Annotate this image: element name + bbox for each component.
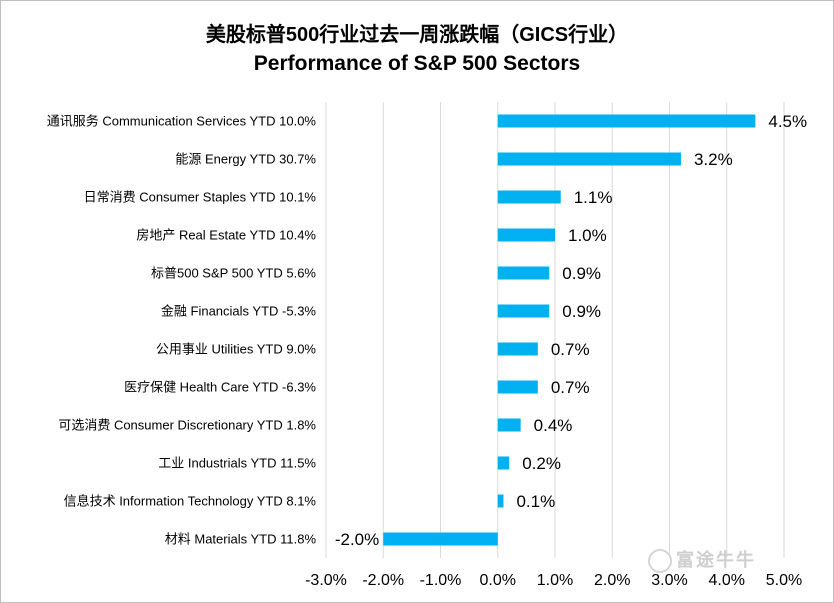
x-tick-label: -1.0% (420, 572, 462, 589)
data-label: -2.0% (335, 530, 379, 549)
x-tick-label: 1.0% (537, 572, 573, 589)
x-tick-label: -2.0% (362, 572, 404, 589)
bar (497, 494, 504, 508)
data-label: 0.7% (551, 378, 590, 397)
x-tick-label: 4.0% (709, 572, 745, 589)
category-label: 能源 Energy YTD 30.7% (175, 152, 316, 167)
bar (497, 114, 756, 128)
category-label: 日常消费 Consumer Staples YTD 10.1% (84, 190, 317, 205)
bar (497, 190, 561, 204)
category-label: 公用事业 Utilities YTD 9.0% (156, 342, 317, 357)
x-tick-label: 0.0% (480, 572, 516, 589)
futu-logo-icon (648, 549, 672, 574)
bar (497, 228, 555, 242)
chart-subtitle: Performance of S&P 500 Sectors (253, 52, 581, 75)
bar (497, 380, 538, 394)
chart-title: 美股标普500行业过去一周涨跌幅（GICS行业） (205, 24, 629, 46)
bar (497, 304, 550, 318)
category-label: 金融 Financials YTD -5.3% (161, 304, 317, 319)
data-label: 0.9% (562, 302, 601, 321)
data-label: 0.7% (551, 340, 590, 359)
category-label: 信息技术 Information Technology YTD 8.1% (64, 494, 317, 509)
category-label: 可选消费 Consumer Discretionary YTD 1.8% (58, 418, 316, 433)
category-label: 医疗保健 Health Care YTD -6.3% (124, 380, 316, 395)
data-label: 4.5% (768, 112, 807, 131)
bar (383, 532, 498, 546)
bar (497, 266, 550, 280)
category-label: 材料 Materials YTD 11.8% (165, 532, 317, 547)
category-label: 工业 Industrials YTD 11.5% (158, 456, 316, 471)
data-label: 1.1% (574, 188, 613, 207)
category-label: 房地产 Real Estate YTD 10.4% (136, 228, 316, 243)
data-label: 0.1% (516, 492, 555, 511)
category-label: 标普500 S&P 500 YTD 5.6% (151, 266, 316, 281)
x-tick-label: 5.0% (766, 572, 802, 589)
watermark: 富途牛牛 (648, 546, 756, 574)
bar (497, 418, 521, 432)
x-tick-label: 3.0% (651, 572, 687, 589)
data-label: 0.9% (562, 264, 601, 283)
watermark-text: 富途牛牛 (676, 550, 756, 570)
x-tick-label: -3.0% (305, 572, 347, 589)
x-tick-label: 2.0% (594, 572, 630, 589)
bar (497, 456, 510, 470)
data-label: 1.0% (568, 226, 607, 245)
data-label: 3.2% (694, 150, 733, 169)
data-label: 0.2% (522, 454, 561, 473)
bar (497, 152, 681, 166)
data-label: 0.4% (534, 416, 573, 435)
bar (497, 342, 538, 356)
category-label: 通讯服务 Communication Services YTD 10.0% (47, 114, 317, 129)
